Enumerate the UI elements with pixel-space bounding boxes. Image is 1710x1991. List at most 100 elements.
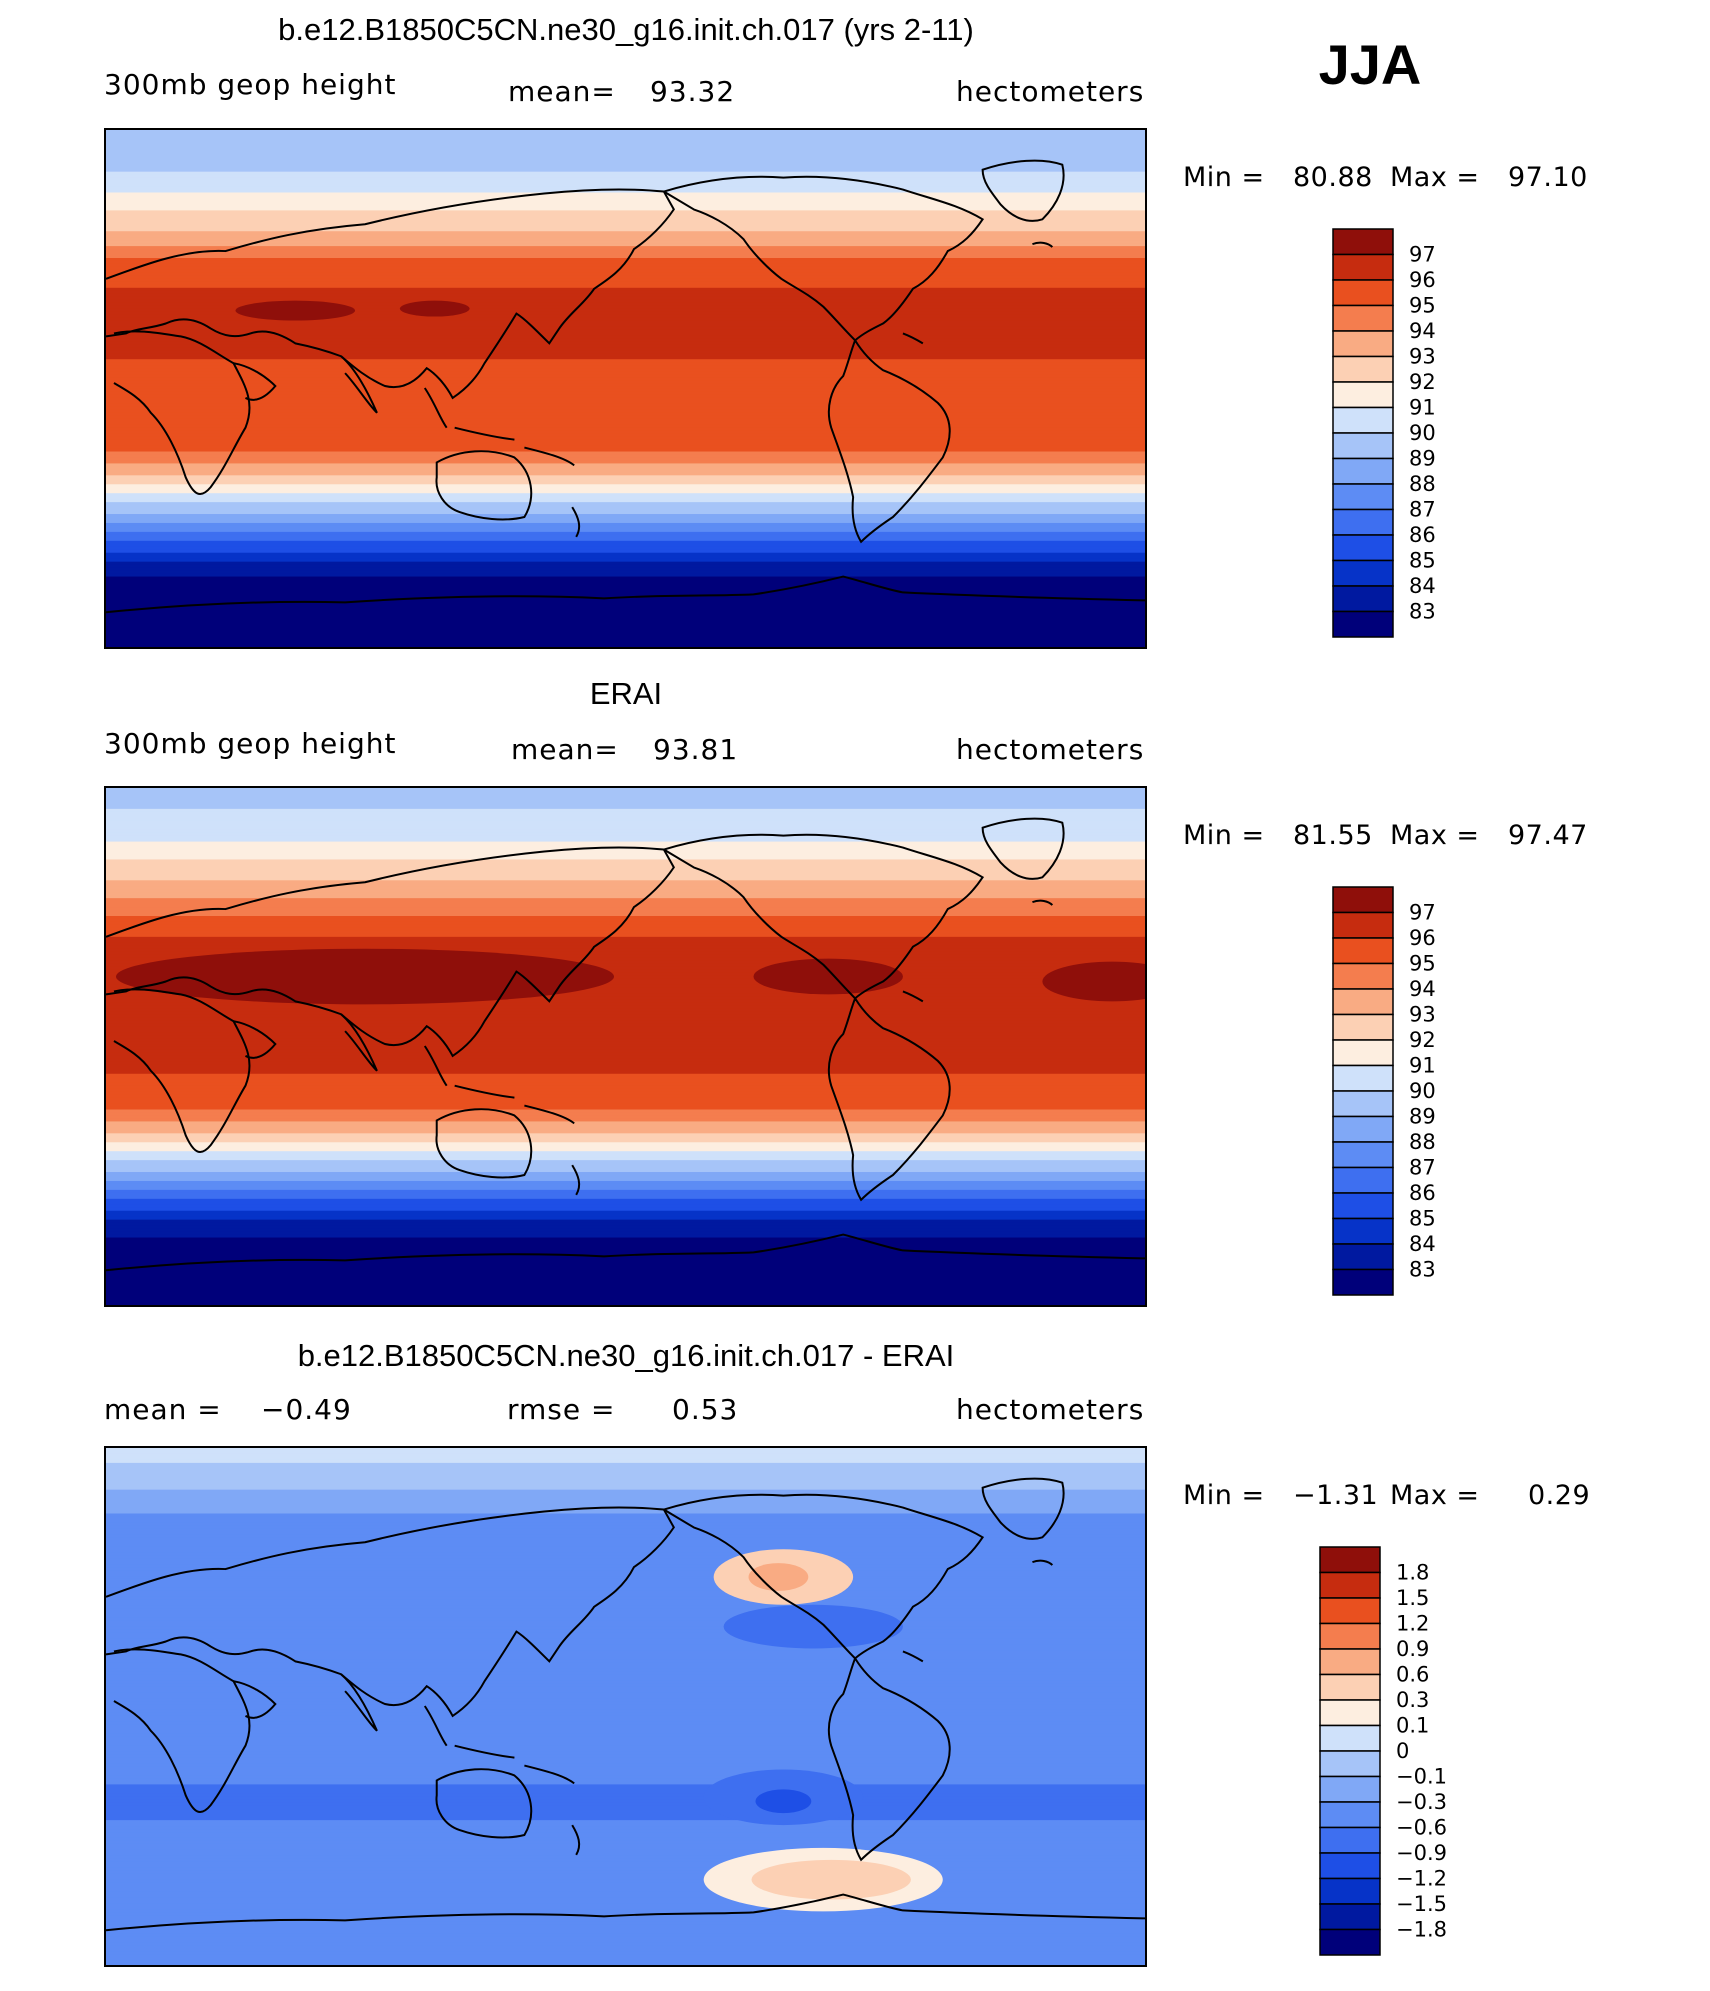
contour-feature xyxy=(399,300,470,317)
contour-band xyxy=(106,531,1145,536)
contour-band xyxy=(106,1513,1145,1518)
contour-band xyxy=(106,639,1145,643)
contour-band xyxy=(106,1888,1145,1893)
contour-band xyxy=(106,347,1145,351)
contour-band xyxy=(106,397,1145,402)
contour-band xyxy=(106,1118,1145,1123)
contour-band xyxy=(106,1957,1145,1961)
contour-band xyxy=(106,1706,1145,1711)
contour-band xyxy=(106,1692,1145,1696)
contour-band xyxy=(106,1498,1145,1503)
contour-band xyxy=(106,341,1145,345)
contour-band xyxy=(106,150,1145,155)
coastline xyxy=(827,1657,951,1862)
contour-band xyxy=(106,1602,1145,1607)
contour-band xyxy=(106,948,1145,953)
contour-band xyxy=(106,272,1145,277)
contour-band xyxy=(106,1855,1145,1860)
contour-band xyxy=(106,383,1145,387)
contour-band xyxy=(106,990,1145,995)
contour-band xyxy=(106,600,1145,604)
contour-band xyxy=(106,1468,1145,1473)
contour-band xyxy=(106,645,1145,647)
contour-band xyxy=(106,1026,1145,1030)
contour-band xyxy=(106,228,1145,232)
contour-band xyxy=(106,537,1145,542)
colorbar-tick-label: 1.5 xyxy=(1396,1586,1429,1610)
contour-band xyxy=(106,1924,1145,1928)
panel1-mean-label: mean= xyxy=(508,75,616,108)
contour-band xyxy=(106,856,1145,861)
contour-band xyxy=(106,591,1145,596)
contour-band xyxy=(106,642,1145,646)
contour-band xyxy=(106,478,1145,482)
contour-band xyxy=(106,1246,1145,1251)
contour-band xyxy=(106,1677,1145,1681)
contour-band xyxy=(106,1635,1145,1640)
panel1-max-label: Max = xyxy=(1390,162,1480,193)
colorbar-swatch xyxy=(1332,406,1394,434)
contour-band xyxy=(106,1279,1145,1283)
colorbar-swatch xyxy=(1319,1648,1381,1676)
contour-band xyxy=(106,543,1145,548)
contour-band xyxy=(106,892,1145,896)
contour-band xyxy=(106,1103,1145,1108)
colorbar-tick-label: 95 xyxy=(1409,952,1436,976)
contour-band xyxy=(106,138,1145,143)
contour-band xyxy=(106,1032,1145,1036)
colorbar-swatch xyxy=(1332,1141,1394,1169)
contour-band xyxy=(106,1617,1145,1622)
contour-band xyxy=(106,1826,1145,1830)
panel2-mean-label: mean= xyxy=(511,733,619,766)
contour-band xyxy=(106,1811,1145,1815)
coastline xyxy=(340,1013,378,1072)
contour-band xyxy=(106,1781,1145,1785)
contour-band xyxy=(106,1477,1145,1482)
contour-band xyxy=(106,1882,1145,1887)
panel3-min-value: −1.31 xyxy=(1293,1480,1379,1511)
contour-band xyxy=(106,412,1145,417)
colorbar-swatch xyxy=(1332,962,1394,990)
colorbar-swatch xyxy=(1319,1928,1381,1956)
contour-band xyxy=(106,1915,1145,1919)
contour-band xyxy=(106,1873,1145,1878)
colorbar-swatch xyxy=(1332,279,1394,307)
coastline xyxy=(435,1768,533,1839)
contour-band xyxy=(106,246,1145,250)
contour-band xyxy=(106,1097,1145,1102)
panel3-colorbar: 1.8 1.5 1.2 0.9 0.6 0.3 0.1 0 −0.1 −0.3 −0.6 −0.9 −1… xyxy=(1319,1546,1500,1959)
coastline xyxy=(571,506,581,538)
contour-band xyxy=(106,874,1145,878)
colorbar-tick-label: 0.1 xyxy=(1396,1714,1429,1738)
contour-band xyxy=(106,269,1145,274)
contour-band xyxy=(106,350,1145,354)
contour-band xyxy=(106,1038,1145,1042)
colorbar-swatch xyxy=(1332,457,1394,485)
panel2-max-label: Max = xyxy=(1390,820,1480,851)
contour-band xyxy=(106,1115,1145,1120)
contour-band xyxy=(106,576,1145,581)
contour-band xyxy=(106,1507,1145,1512)
colorbar-tick-label: 94 xyxy=(1409,319,1436,343)
contour-band xyxy=(106,1698,1145,1702)
contour-band xyxy=(106,1029,1145,1033)
colorbar-swatch xyxy=(1319,1673,1381,1701)
contour-band xyxy=(106,1573,1145,1577)
contour-band xyxy=(106,528,1145,533)
contour-band xyxy=(106,1724,1145,1729)
panel1-max-value: 97.10 xyxy=(1508,162,1588,193)
contour-band xyxy=(106,1094,1145,1099)
coastline xyxy=(902,899,1054,1003)
contour-band xyxy=(106,1474,1145,1479)
contour-band xyxy=(106,1769,1145,1774)
contour-band xyxy=(106,1519,1145,1524)
contour-band xyxy=(106,606,1145,610)
contour-band xyxy=(106,1581,1145,1586)
colorbar-swatch xyxy=(1332,610,1394,638)
contour-band xyxy=(106,305,1145,310)
contour-band xyxy=(106,1680,1145,1684)
contour-band xyxy=(106,1963,1145,1965)
contour-band xyxy=(106,258,1145,262)
contour-band xyxy=(106,359,1145,363)
contour-band xyxy=(106,1189,1145,1194)
